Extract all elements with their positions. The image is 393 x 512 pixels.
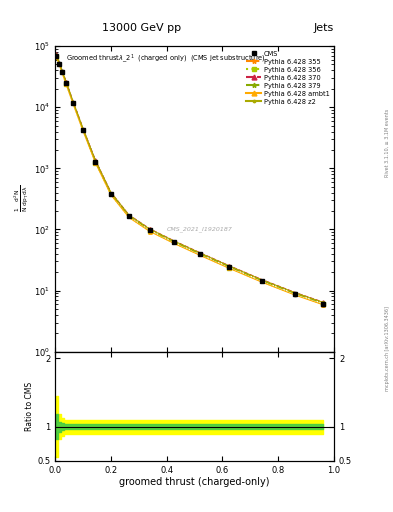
Text: Rivet 3.1.10, ≥ 3.1M events: Rivet 3.1.10, ≥ 3.1M events (385, 109, 389, 178)
X-axis label: groomed thrust (charged-only): groomed thrust (charged-only) (119, 477, 270, 487)
Y-axis label: Ratio to CMS: Ratio to CMS (25, 381, 34, 431)
Text: mcplots.cern.ch [arXiv:1306.3436]: mcplots.cern.ch [arXiv:1306.3436] (385, 306, 389, 391)
Text: Jets: Jets (314, 23, 334, 33)
Text: 13000 GeV pp: 13000 GeV pp (102, 23, 181, 33)
Text: CMS_2021_I1920187: CMS_2021_I1920187 (167, 227, 233, 232)
Text: Groomed thrust$\lambda\_2^1$  (charged only)  (CMS jet substructure): Groomed thrust$\lambda\_2^1$ (charged on… (66, 52, 266, 65)
Y-axis label: $\mathregular{\frac{1}{N}\,\frac{d^2N}{dp_T\,d\lambda}}$: $\mathregular{\frac{1}{N}\,\frac{d^2N}{d… (13, 185, 31, 212)
Legend: CMS, Pythia 6.428 355, Pythia 6.428 356, Pythia 6.428 370, Pythia 6.428 379, Pyt: CMS, Pythia 6.428 355, Pythia 6.428 356,… (245, 50, 331, 106)
